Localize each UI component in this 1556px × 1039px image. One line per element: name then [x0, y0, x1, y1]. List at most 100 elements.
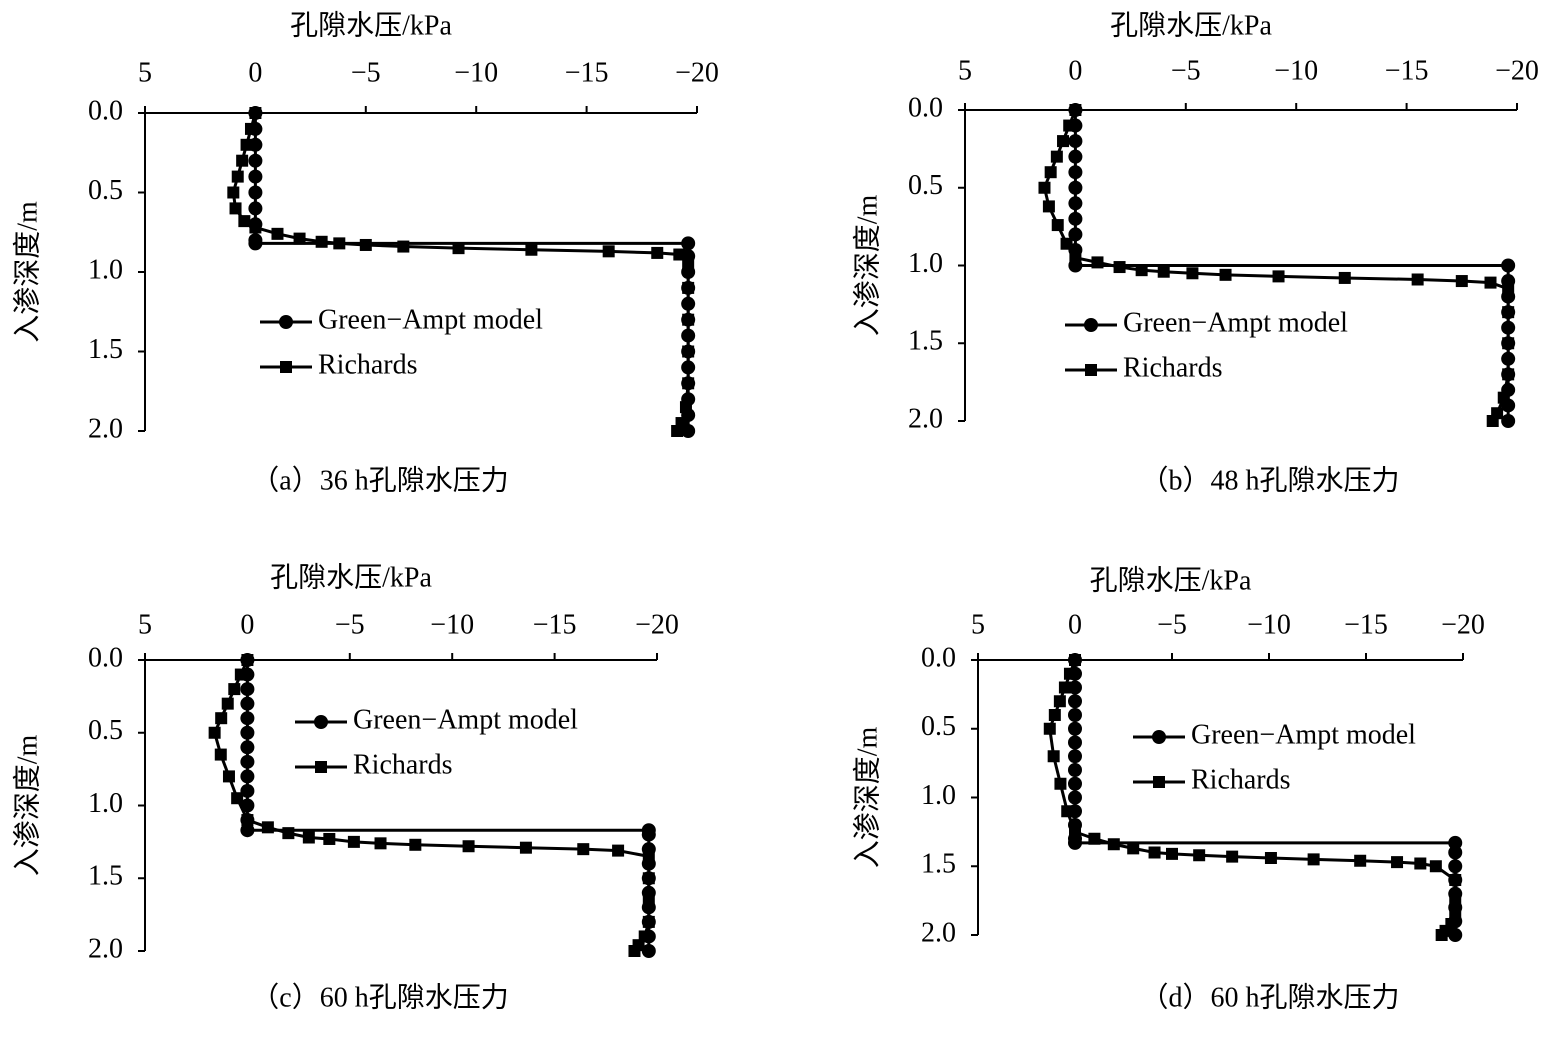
data-point: [1484, 276, 1497, 289]
data-point: [1186, 267, 1199, 280]
series-line: [1048, 659, 1457, 937]
data-point: [1068, 776, 1082, 791]
data-point: [682, 377, 695, 390]
data-point: [1043, 722, 1056, 735]
x-tick-label: 0: [248, 57, 262, 88]
data-point: [641, 827, 656, 842]
data-point: [1502, 282, 1515, 295]
data-point: [602, 245, 615, 258]
data-point: [1272, 270, 1285, 283]
data-point: [240, 138, 253, 151]
data-point: [673, 248, 686, 261]
data-point: [222, 770, 235, 783]
data-point: [682, 258, 695, 271]
data-point: [651, 246, 664, 259]
data-point: [642, 894, 655, 907]
data-point: [1497, 391, 1510, 404]
data-point: [248, 185, 263, 200]
data-point: [612, 844, 625, 857]
y-tick-label: 0.0: [88, 95, 123, 126]
data-point: [1069, 251, 1082, 264]
data-point: [374, 837, 387, 850]
x-tick-label: −15: [1385, 55, 1429, 86]
data-point: [1226, 850, 1239, 863]
data-point: [1051, 219, 1064, 232]
data-point: [1307, 853, 1320, 866]
data-point: [1069, 825, 1081, 838]
data-point: [248, 236, 263, 251]
data-point: [1047, 750, 1060, 763]
data-point: [1135, 264, 1148, 277]
series-line: [1042, 109, 1510, 422]
data-point: [231, 792, 244, 805]
data-point: [1058, 681, 1071, 694]
data-point: [240, 740, 255, 755]
x-tick-label: 0: [1068, 609, 1082, 640]
data-point: [1113, 261, 1126, 274]
data-point: [1166, 847, 1178, 860]
data-point: [240, 725, 255, 740]
legend-marker: [280, 361, 292, 373]
data-point: [462, 840, 475, 853]
x-tick-label: −15: [533, 609, 577, 640]
data-point: [282, 827, 295, 840]
data-point: [249, 107, 262, 119]
data-point: [1502, 337, 1515, 350]
data-point: [1502, 306, 1515, 319]
x-tick-label: 5: [958, 55, 972, 86]
data-point: [1068, 735, 1082, 750]
y-tick-label: 1.5: [908, 326, 943, 357]
data-point: [236, 154, 249, 167]
data-point: [1068, 708, 1082, 722]
x-tick-label: 0: [240, 609, 254, 640]
data-point: [1044, 166, 1057, 179]
legend-marker: [279, 315, 293, 329]
data-point: [1068, 835, 1082, 850]
data-point: [231, 170, 244, 183]
data-point: [244, 122, 257, 135]
data-point: [1042, 200, 1055, 213]
data-point: [208, 726, 221, 739]
data-point: [1127, 842, 1140, 855]
x-axis-title: 孔隙水压/kPa: [1110, 9, 1272, 41]
x-tick-label: −10: [1274, 55, 1318, 86]
data-point: [1455, 275, 1468, 288]
data-point: [1061, 805, 1074, 818]
x-axis-title: 孔隙水压/kPa: [270, 561, 432, 593]
data-point: [525, 243, 538, 256]
y-tick-label: 1.0: [88, 788, 123, 819]
data-point: [1069, 104, 1082, 116]
data-point: [240, 798, 255, 813]
data-point: [221, 697, 234, 710]
data-point: [1050, 150, 1063, 163]
legend-marker: [314, 715, 328, 729]
y-tick-label: 0.0: [921, 642, 956, 673]
data-point: [271, 227, 284, 240]
legend-marker: [1152, 730, 1166, 744]
data-point: [1414, 857, 1427, 870]
x-tick-label: −5: [351, 57, 381, 88]
y-tick-label: 1.5: [88, 861, 123, 892]
data-point: [261, 821, 274, 834]
legend-marker: [1153, 776, 1165, 788]
data-point: [1054, 777, 1067, 790]
data-point: [1068, 721, 1082, 736]
data-point: [671, 425, 684, 437]
data-point: [229, 202, 242, 215]
data-point: [682, 313, 695, 326]
data-point: [1264, 852, 1277, 864]
data-point: [1060, 237, 1073, 250]
y-axis-title: 入渗深度/m: [11, 201, 43, 343]
data-point: [1068, 680, 1082, 695]
data-point: [1038, 181, 1051, 194]
data-point: [323, 832, 336, 845]
legend-label: Richards: [1123, 352, 1223, 383]
y-axis-title: 入渗深度/m: [851, 195, 883, 337]
data-point: [1157, 265, 1170, 278]
data-point: [452, 242, 465, 255]
data-point: [1193, 849, 1206, 862]
data-point: [1057, 135, 1070, 148]
data-point: [679, 401, 692, 414]
legend-marker: [1084, 318, 1098, 332]
data-point: [333, 237, 346, 250]
